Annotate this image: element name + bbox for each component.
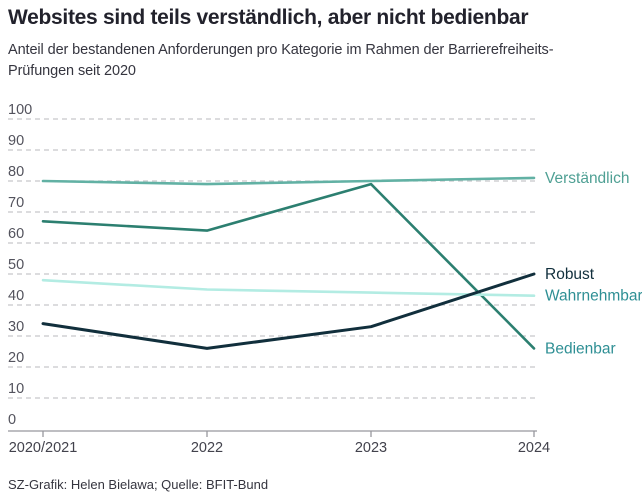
x-tick-label-2022: 2022 (191, 440, 223, 456)
y-tick-label: 100 (8, 102, 32, 118)
y-tick-label: 60 (8, 226, 24, 242)
series-line-bedienbar (41, 182, 536, 350)
line-chart: 0 10 20 30 40 50 60 70 80 90 100 2020/2021 2022 2023 2… (8, 102, 642, 456)
series-label-wahrnehmbar: Wahrnehmbar (545, 288, 642, 305)
page-title: Websites sind teils verständlich, aber n… (8, 6, 529, 29)
y-tick-label: 40 (8, 288, 24, 304)
x-tick-label-2024: 2024 (518, 440, 550, 456)
y-tick-label: 30 (8, 319, 24, 335)
x-tick-label-2023: 2023 (355, 440, 387, 456)
series-line-wahrnehmbar (41, 278, 536, 298)
y-tick-label: 0 (8, 412, 16, 428)
y-tick-label: 90 (8, 133, 24, 149)
series-line-robust (41, 272, 536, 350)
y-tick-label: 70 (8, 195, 24, 211)
series-label-verstaendlich: Verständlich (545, 170, 629, 187)
y-tick-label: 50 (8, 257, 24, 273)
chart-subtitle-line2: Prüfungen seit 2020 (8, 63, 136, 79)
x-tick-label-2020-2021: 2020/2021 (9, 440, 78, 456)
series-label-robust: Robust (545, 266, 595, 283)
y-tick-label: 10 (8, 381, 24, 397)
chart-subtitle-line1: Anteil der bestandenen Anforderungen pro… (8, 42, 554, 58)
y-tick-label: 80 (8, 164, 24, 180)
source-credit: SZ-Grafik: Helen Bielawa; Quelle: BFIT-B… (8, 477, 269, 492)
chart-subtitle: Anteil der bestandenen Anforderungen pro… (8, 40, 608, 82)
series-label-bedienbar: Bedienbar (545, 340, 616, 357)
y-tick-label: 20 (8, 350, 24, 366)
series-line-verstaendlich (41, 176, 536, 186)
